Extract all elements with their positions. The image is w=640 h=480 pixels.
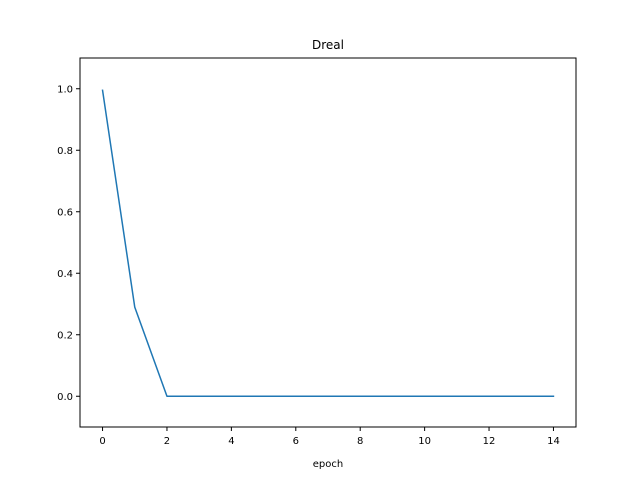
ticks-layer: 0 2 4 6 8 10 12 14 0.0 0.2 0.4 0.6 0.8 1.0	[57, 84, 560, 447]
series-layer	[101, 89, 555, 397]
y-tick-label: 0.4	[57, 269, 73, 280]
series-line	[101, 89, 555, 397]
x-tick-label: 6	[293, 436, 299, 447]
plot-frame	[79, 57, 577, 428]
x-tick-label: 8	[357, 436, 363, 447]
x-tick-label: 14	[547, 436, 560, 447]
y-tick-label: 0.2	[57, 330, 73, 341]
y-tick-label: 0.6	[57, 207, 73, 218]
x-tick-label: 0	[99, 436, 105, 447]
x-axis-label: epoch	[313, 459, 343, 470]
x-tick-label: 12	[483, 436, 496, 447]
x-tick-label: 2	[164, 436, 170, 447]
chart-title: Dreal	[312, 38, 344, 52]
x-tick-label: 10	[418, 436, 431, 447]
y-tick-label: 1.0	[57, 84, 73, 95]
y-tick-label: 0.0	[57, 392, 73, 403]
y-tick-label: 0.8	[57, 146, 73, 157]
x-tick-label: 4	[228, 436, 234, 447]
